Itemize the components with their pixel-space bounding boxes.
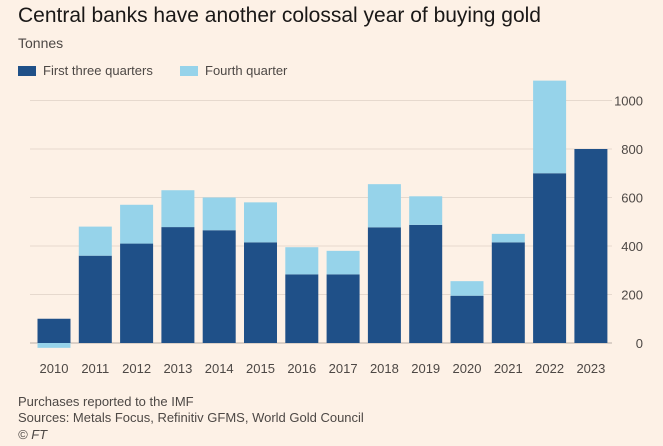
- ft-credit: © FT: [18, 427, 48, 442]
- x-tick-label: 2021: [494, 361, 523, 376]
- footer-sources: Sources: Metals Focus, Refinitiv GFMS, W…: [18, 410, 364, 425]
- x-tick-label: 2023: [576, 361, 605, 376]
- bar-first-three-quarters-2013: [161, 227, 195, 343]
- bar-first-three-quarters-2023: [574, 149, 608, 343]
- bar-first-three-quarters-2018: [367, 227, 401, 343]
- x-tick-label: 2017: [329, 361, 358, 376]
- y-tick-label: 200: [621, 288, 643, 303]
- x-axis-ticks: 2010 2011 2012 2013 2014 2015 2016 2017 2018 2019…: [40, 361, 606, 376]
- legend-swatch-first-three-quarters: [18, 66, 36, 76]
- bar-first-three-quarters-2010: [37, 318, 71, 343]
- bar-fourth-quarter-2016: [285, 247, 319, 275]
- bar-fourth-quarter-2019: [409, 196, 443, 225]
- bar-first-three-quarters-2022: [533, 173, 567, 343]
- y-axis-unit-label: Tonnes: [18, 35, 64, 51]
- bar-first-three-quarters-2011: [78, 255, 112, 343]
- x-tick-label: 2018: [370, 361, 399, 376]
- bar-first-three-quarters-2017: [326, 274, 360, 343]
- legend-swatch-fourth-quarter: [180, 66, 198, 76]
- x-tick-label: 2012: [122, 361, 151, 376]
- bar-fourth-quarter-2020: [450, 281, 484, 296]
- bar-fourth-quarter-2014: [202, 197, 236, 231]
- bar-fourth-quarter-2018: [367, 184, 401, 228]
- bar-fourth-quarter-2010: [37, 343, 71, 348]
- x-tick-label: 2011: [81, 361, 109, 376]
- y-tick-label: 1000: [614, 94, 643, 109]
- legend-label: First three quarters: [43, 63, 153, 78]
- bar-first-three-quarters-2016: [285, 274, 319, 343]
- bar-fourth-quarter-2022: [533, 80, 567, 174]
- x-tick-label: 2013: [163, 361, 192, 376]
- bar-first-three-quarters-2021: [491, 242, 525, 343]
- x-tick-label: 2019: [411, 361, 440, 376]
- bar-fourth-quarter-2012: [120, 204, 154, 244]
- y-tick-label: 0: [636, 336, 643, 351]
- bar-fourth-quarter-2013: [161, 190, 195, 228]
- x-tick-label: 2014: [205, 361, 234, 376]
- x-tick-label: 2022: [535, 361, 564, 376]
- legend-item-fourth-quarter: Fourth quarter: [180, 63, 287, 78]
- y-tick-label: 800: [621, 142, 643, 157]
- x-tick-label: 2016: [287, 361, 316, 376]
- legend-item-first-three-quarters: First three quarters: [18, 63, 153, 78]
- bar-first-three-quarters-2015: [244, 242, 277, 343]
- x-tick-label: 2015: [246, 361, 275, 376]
- footer-note: Purchases reported to the IMF: [18, 394, 194, 409]
- bar-first-three-quarters-2014: [202, 230, 236, 343]
- bar-first-three-quarters-2019: [409, 224, 443, 343]
- y-axis-ticks: 0 200 400 600 800 1000: [614, 94, 643, 352]
- bar-fourth-quarter-2011: [78, 226, 112, 256]
- y-tick-label: 600: [621, 191, 643, 206]
- legend-label: Fourth quarter: [205, 63, 288, 78]
- bar-fourth-quarter-2021: [491, 233, 525, 243]
- x-tick-label: 2010: [40, 361, 69, 376]
- y-tick-label: 400: [621, 239, 643, 254]
- bar-fourth-quarter-2017: [326, 250, 360, 275]
- bar-first-three-quarters-2012: [120, 243, 154, 343]
- bar-first-three-quarters-2020: [450, 295, 484, 343]
- bar-fourth-quarter-2015: [244, 202, 277, 243]
- chart-title: Central banks have another colossal year…: [18, 4, 541, 27]
- x-tick-label: 2020: [453, 361, 482, 376]
- bars: [37, 80, 608, 348]
